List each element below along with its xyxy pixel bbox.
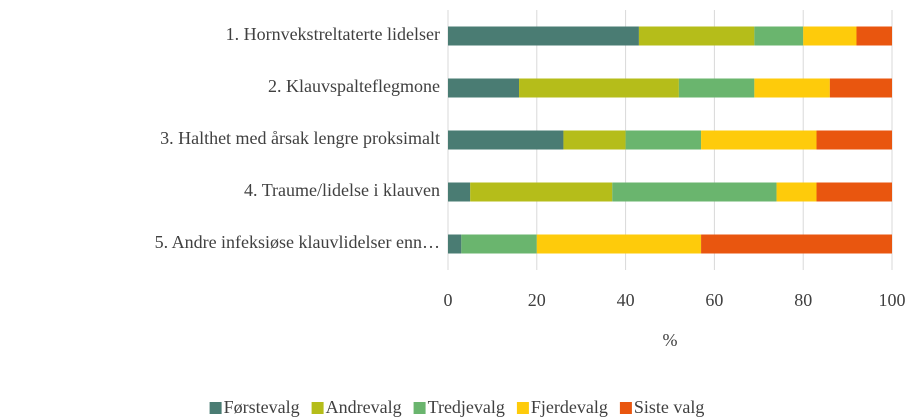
bar-segment: [638, 26, 755, 46]
x-tick-label: 20: [528, 290, 546, 310]
y-tick-label: 3. Halthet med årsak lengre proksimalt: [160, 128, 440, 148]
x-tick-label: 60: [705, 290, 723, 310]
bar-segment: [563, 130, 626, 150]
bar-segment: [448, 26, 639, 46]
bar-segment: [625, 130, 702, 150]
x-tick-label: 40: [617, 290, 635, 310]
legend-label: Siste valg: [634, 397, 705, 417]
bar-segment: [448, 182, 471, 202]
legend-swatch: [516, 402, 529, 414]
bar-segment: [448, 130, 564, 150]
bar-segment: [856, 26, 892, 46]
bar-segment: [461, 234, 537, 254]
bar-segment: [701, 234, 892, 254]
bar-segment: [816, 182, 892, 202]
bar-segment: [816, 130, 892, 150]
bar-segment: [448, 234, 462, 254]
bar-segment: [519, 78, 679, 98]
bar-segment: [829, 78, 892, 98]
legend-label: Andrevalg: [326, 397, 402, 417]
legend-swatch: [209, 402, 222, 414]
x-tick-label: 80: [794, 290, 812, 310]
x-tick-label: 0: [444, 290, 453, 310]
y-tick-label: 5. Andre infeksiøse klauvlidelser enn…: [155, 232, 440, 252]
legend-swatch: [311, 402, 324, 414]
bar-segment: [536, 234, 702, 254]
legend-label: Fjerdevalg: [531, 397, 608, 417]
bar-segment: [678, 78, 755, 98]
bar-segment: [803, 26, 857, 46]
bar-segment: [448, 78, 520, 98]
legend-swatch: [619, 402, 632, 414]
bar-segment: [470, 182, 613, 202]
bar-segment: [612, 182, 777, 202]
legend: Førstevalg Andrevalg Tredjevalg Fjerdevalg S…: [209, 397, 705, 417]
y-tick-label: 4. Traume/lidelse i klauven: [244, 180, 440, 200]
bar-segment: [701, 130, 817, 150]
bar-segment: [754, 26, 804, 46]
bar-segment: [754, 78, 830, 98]
y-tick-label: 2. Klauvspalteflegmone: [268, 76, 440, 96]
legend-label: Tredjevalg: [428, 397, 505, 417]
legend-label: Førstevalg: [224, 397, 300, 417]
bar-segment: [776, 182, 817, 202]
y-tick-label: 1. Hornvekstreltaterte lidelser: [226, 24, 440, 44]
x-axis-label: %: [663, 330, 678, 350]
x-tick-label: 100: [879, 290, 906, 310]
legend-swatch: [413, 402, 426, 414]
